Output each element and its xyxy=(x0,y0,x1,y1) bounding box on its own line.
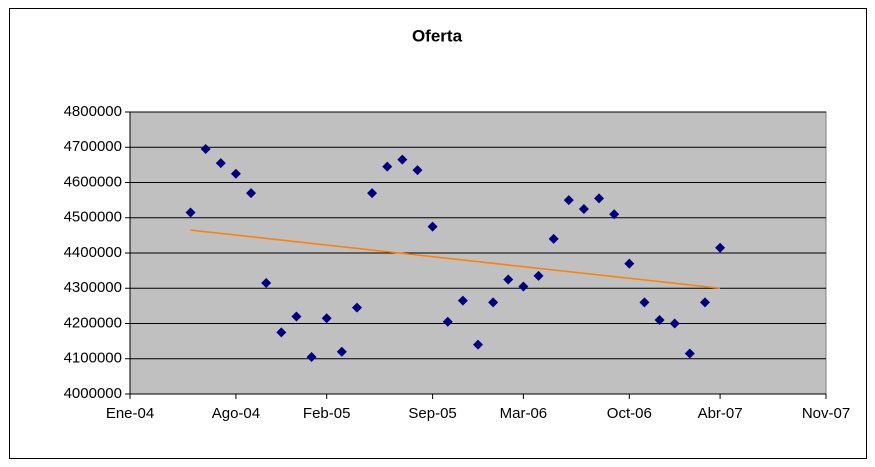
x-tick-label: Mar-06 xyxy=(500,405,548,422)
x-tick-label: Ene-04 xyxy=(106,405,154,422)
data-point xyxy=(442,316,453,327)
data-point xyxy=(563,195,574,206)
trend-line xyxy=(190,229,721,289)
data-point xyxy=(609,209,620,220)
data-point xyxy=(684,348,695,359)
data-point xyxy=(533,270,544,281)
data-point xyxy=(488,297,499,308)
data-point xyxy=(291,311,302,322)
data-point xyxy=(669,318,680,329)
x-tick-label: Nov-07 xyxy=(802,405,850,422)
data-point xyxy=(215,158,226,169)
data-point xyxy=(548,233,559,244)
data-point xyxy=(367,188,378,199)
x-tick-label: Sep-05 xyxy=(408,405,456,422)
data-point xyxy=(503,274,514,285)
data-point xyxy=(382,161,393,172)
data-point xyxy=(639,297,650,308)
data-point xyxy=(351,302,362,313)
y-tick-label: 4300000 xyxy=(64,279,122,296)
x-tick-label: Feb-05 xyxy=(303,405,351,422)
data-point xyxy=(624,258,635,269)
y-tick-label: 4500000 xyxy=(64,209,122,226)
chart-title: Oferta xyxy=(412,26,463,45)
data-point xyxy=(594,193,605,204)
data-point xyxy=(699,297,710,308)
data-point xyxy=(427,221,438,232)
y-tick-label: 4600000 xyxy=(64,173,122,190)
data-point xyxy=(336,346,347,357)
data-point xyxy=(578,203,589,214)
y-tick-label: 4700000 xyxy=(64,138,122,155)
data-point xyxy=(457,295,468,306)
y-tick-label: 4000000 xyxy=(64,385,122,402)
x-tick-label: Abr-07 xyxy=(698,405,743,422)
data-point xyxy=(276,327,287,338)
data-point xyxy=(246,188,257,199)
data-point xyxy=(412,165,423,176)
data-point xyxy=(715,242,726,253)
data-point xyxy=(321,313,332,324)
data-point xyxy=(397,154,408,165)
data-point xyxy=(306,351,317,362)
data-point xyxy=(473,339,483,350)
x-tick-label: Ago-04 xyxy=(212,405,260,422)
data-point xyxy=(654,314,665,325)
y-tick-label: 4100000 xyxy=(64,350,122,367)
x-tick-label: Oct-06 xyxy=(607,405,652,422)
data-point xyxy=(185,207,196,218)
data-point xyxy=(200,144,211,155)
y-tick-label: 4800000 xyxy=(64,103,122,120)
y-tick-label: 4400000 xyxy=(64,244,122,261)
data-point xyxy=(261,277,272,288)
data-point xyxy=(230,168,241,179)
data-point xyxy=(518,281,529,292)
y-tick-label: 4200000 xyxy=(64,314,122,331)
